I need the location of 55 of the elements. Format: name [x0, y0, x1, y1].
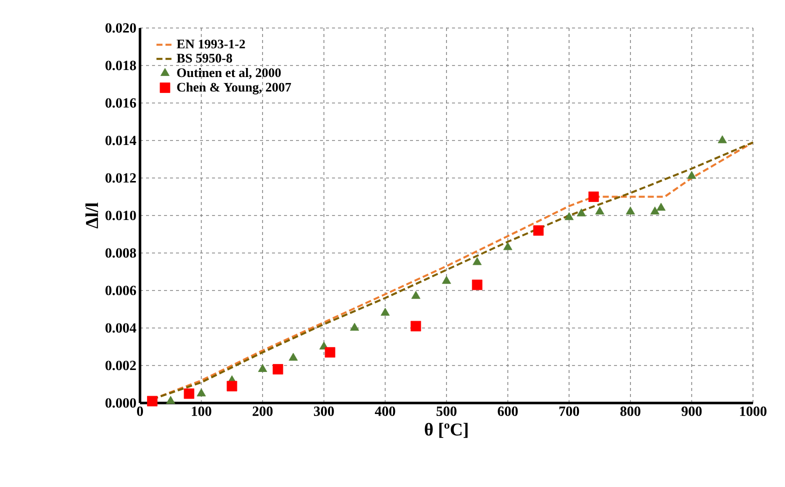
point — [503, 242, 512, 250]
x-tick-label: 1000 — [740, 406, 766, 416]
point — [288, 352, 298, 361]
y-tick-label: 0.008 — [106, 248, 136, 258]
y-tick-label: 0.020 — [106, 23, 136, 33]
x-tick-label: 300 — [314, 406, 334, 416]
point — [411, 290, 420, 299]
legend-label: BS 5950-8 — [176, 54, 232, 63]
x-tick-label: 100 — [192, 406, 212, 416]
point — [576, 208, 586, 216]
point — [410, 320, 422, 332]
point — [350, 322, 360, 331]
point — [272, 364, 284, 374]
x-tick-label: 0 — [137, 406, 143, 416]
point — [166, 396, 176, 404]
x-tick-label: 400 — [374, 406, 396, 416]
point — [147, 396, 158, 406]
point — [718, 135, 727, 144]
point — [380, 308, 390, 316]
x-tick-label: 600 — [498, 406, 518, 416]
point — [442, 276, 452, 284]
point — [588, 192, 599, 202]
x-tick-label: 500 — [436, 406, 456, 416]
point — [626, 206, 635, 214]
point — [650, 206, 660, 214]
point — [258, 364, 268, 372]
legend-label: EN 1993-1-2 — [176, 40, 245, 48]
point — [687, 170, 696, 179]
legend-label: Chen & Young, 2007 — [177, 82, 292, 94]
point — [595, 206, 604, 214]
point — [196, 388, 206, 396]
point — [184, 388, 194, 399]
y-tick-label: 0.014 — [106, 136, 136, 146]
y-tick-label: 0.018 — [106, 60, 136, 70]
y-tick-label: 0.004 — [106, 323, 136, 333]
point — [472, 280, 482, 290]
x-tick-label: 900 — [682, 406, 702, 416]
legend-label: Outinen et al, 2000 — [177, 68, 281, 79]
y-axis-title: Δl/l — [85, 202, 98, 228]
y-tick-label: 0.016 — [106, 98, 136, 108]
y-tick-label: 0.010 — [106, 210, 136, 220]
point — [472, 257, 482, 266]
x-tick-label: 200 — [252, 406, 273, 416]
point — [656, 202, 666, 211]
y-tick-label: 0.006 — [106, 286, 136, 296]
y-tick-label: 0.002 — [106, 360, 136, 370]
x-tick-label: 700 — [559, 406, 580, 416]
y-tick-label: 0.012 — [106, 173, 136, 183]
y-tick-label: 0.000 — [106, 398, 136, 408]
point — [533, 225, 544, 236]
point — [226, 380, 238, 392]
point — [324, 347, 336, 358]
x-axis-title: θ [ºC] — [424, 422, 468, 438]
point — [564, 212, 574, 220]
x-tick-label: 800 — [620, 406, 640, 416]
